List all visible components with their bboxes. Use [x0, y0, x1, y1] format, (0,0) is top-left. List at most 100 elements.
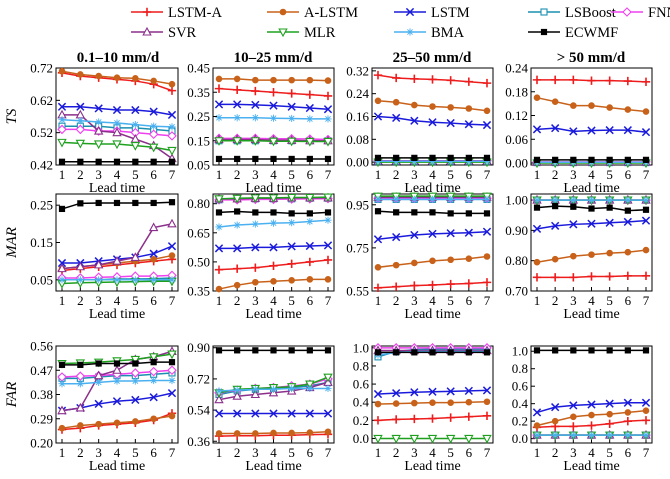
- data-point: [588, 411, 595, 419]
- x-tick-label: 6: [625, 445, 632, 460]
- data-point: [624, 409, 632, 416]
- x-tick-label: 2: [552, 445, 559, 460]
- legend-marker: [142, 26, 152, 36]
- data-point: [251, 385, 259, 393]
- data-point: [642, 156, 650, 163]
- data-point: [269, 88, 278, 97]
- x-tick-label: 4: [429, 167, 436, 182]
- data-point: [168, 158, 176, 165]
- data-point: [167, 350, 177, 360]
- data-point: [373, 112, 383, 121]
- data-point: [215, 285, 223, 293]
- data-point: [270, 277, 277, 285]
- x-tick-label: 1: [59, 293, 66, 308]
- data-point: [391, 73, 401, 83]
- data-point: [150, 199, 157, 207]
- data-point: [570, 102, 577, 109]
- data-point: [446, 76, 455, 85]
- data-point: [287, 102, 296, 111]
- legend-marker: [406, 28, 414, 36]
- data-point: [215, 223, 223, 231]
- data-point: [234, 155, 241, 163]
- series-bma: [58, 116, 176, 131]
- x-tick-label: 6: [625, 167, 632, 182]
- data-point: [214, 265, 224, 274]
- data-point: [641, 128, 651, 137]
- data-point: [570, 156, 577, 163]
- data-point: [268, 194, 279, 204]
- data-point: [447, 256, 454, 264]
- data-point: [324, 276, 332, 283]
- data-point: [552, 203, 559, 210]
- data-point: [113, 276, 121, 284]
- series-bma: [374, 157, 491, 165]
- data-point: [446, 118, 455, 128]
- data-point: [286, 137, 297, 147]
- y-tick-label: 0.00: [505, 156, 528, 171]
- data-point: [269, 219, 278, 227]
- x-tick-label: 7: [325, 167, 332, 182]
- data-point: [305, 193, 315, 203]
- data-point: [483, 210, 491, 217]
- data-point: [464, 228, 473, 237]
- data-point: [233, 221, 241, 229]
- data-point: [623, 398, 632, 407]
- data-point: [132, 360, 139, 367]
- data-point: [93, 370, 104, 380]
- y-tick-label: 0.54: [187, 403, 210, 418]
- data-point: [324, 347, 332, 354]
- data-point: [233, 75, 241, 83]
- data-point: [447, 210, 454, 217]
- data-point: [58, 380, 66, 388]
- data-point: [288, 347, 295, 354]
- y-tick-label: 0.12: [505, 108, 528, 123]
- data-point: [288, 384, 296, 393]
- series-group: [532, 194, 651, 282]
- x-tick-label: 1: [375, 293, 382, 308]
- data-point: [393, 154, 400, 161]
- data-point: [447, 399, 454, 406]
- legend-item-mlr: MLR: [267, 25, 336, 41]
- data-point: [482, 386, 492, 395]
- data-point: [482, 78, 492, 88]
- data-point: [130, 252, 141, 261]
- legend-item-svr: SVR: [131, 25, 197, 41]
- data-point: [234, 208, 241, 215]
- x-tick-label: 3: [570, 167, 577, 182]
- data-point: [465, 398, 473, 406]
- series-a-lstm: [533, 94, 650, 115]
- x-tick-label: 6: [625, 293, 632, 308]
- data-point: [214, 244, 224, 253]
- data-point: [113, 119, 121, 127]
- data-point: [214, 394, 224, 404]
- y-tick-label: 0.70: [505, 284, 528, 299]
- y-tick-label: 0.8: [353, 358, 369, 373]
- x-tick-label: 5: [606, 293, 613, 308]
- data-point: [268, 137, 279, 147]
- data-point: [270, 155, 277, 163]
- series-ecwmf: [533, 156, 650, 163]
- data-point: [168, 412, 176, 420]
- y-tick-label: 0.72: [30, 61, 53, 76]
- data-point: [605, 76, 614, 85]
- data-point: [132, 75, 139, 82]
- data-point: [411, 399, 418, 407]
- data-point: [642, 431, 650, 439]
- data-point: [113, 419, 121, 427]
- x-tick-label: 2: [234, 167, 241, 182]
- x-tick-label: 4: [270, 167, 277, 182]
- data-point: [587, 126, 596, 135]
- data-point: [411, 101, 418, 109]
- data-point: [606, 196, 614, 204]
- panel-ts-4: 1 2 3 4 5 6 7 Lead time 0.00 0.06 0.12 0.18 0.24: [505, 61, 653, 196]
- x-tick-label: 3: [411, 167, 418, 182]
- data-point: [427, 434, 438, 444]
- data-point: [465, 157, 473, 165]
- data-point: [112, 105, 122, 115]
- data-point: [623, 271, 633, 281]
- y-tick-label: 0.15: [187, 133, 210, 148]
- data-point: [150, 77, 157, 85]
- x-tick-label: 5: [288, 445, 295, 460]
- data-point: [482, 120, 492, 130]
- x-tick-label: 7: [325, 445, 332, 460]
